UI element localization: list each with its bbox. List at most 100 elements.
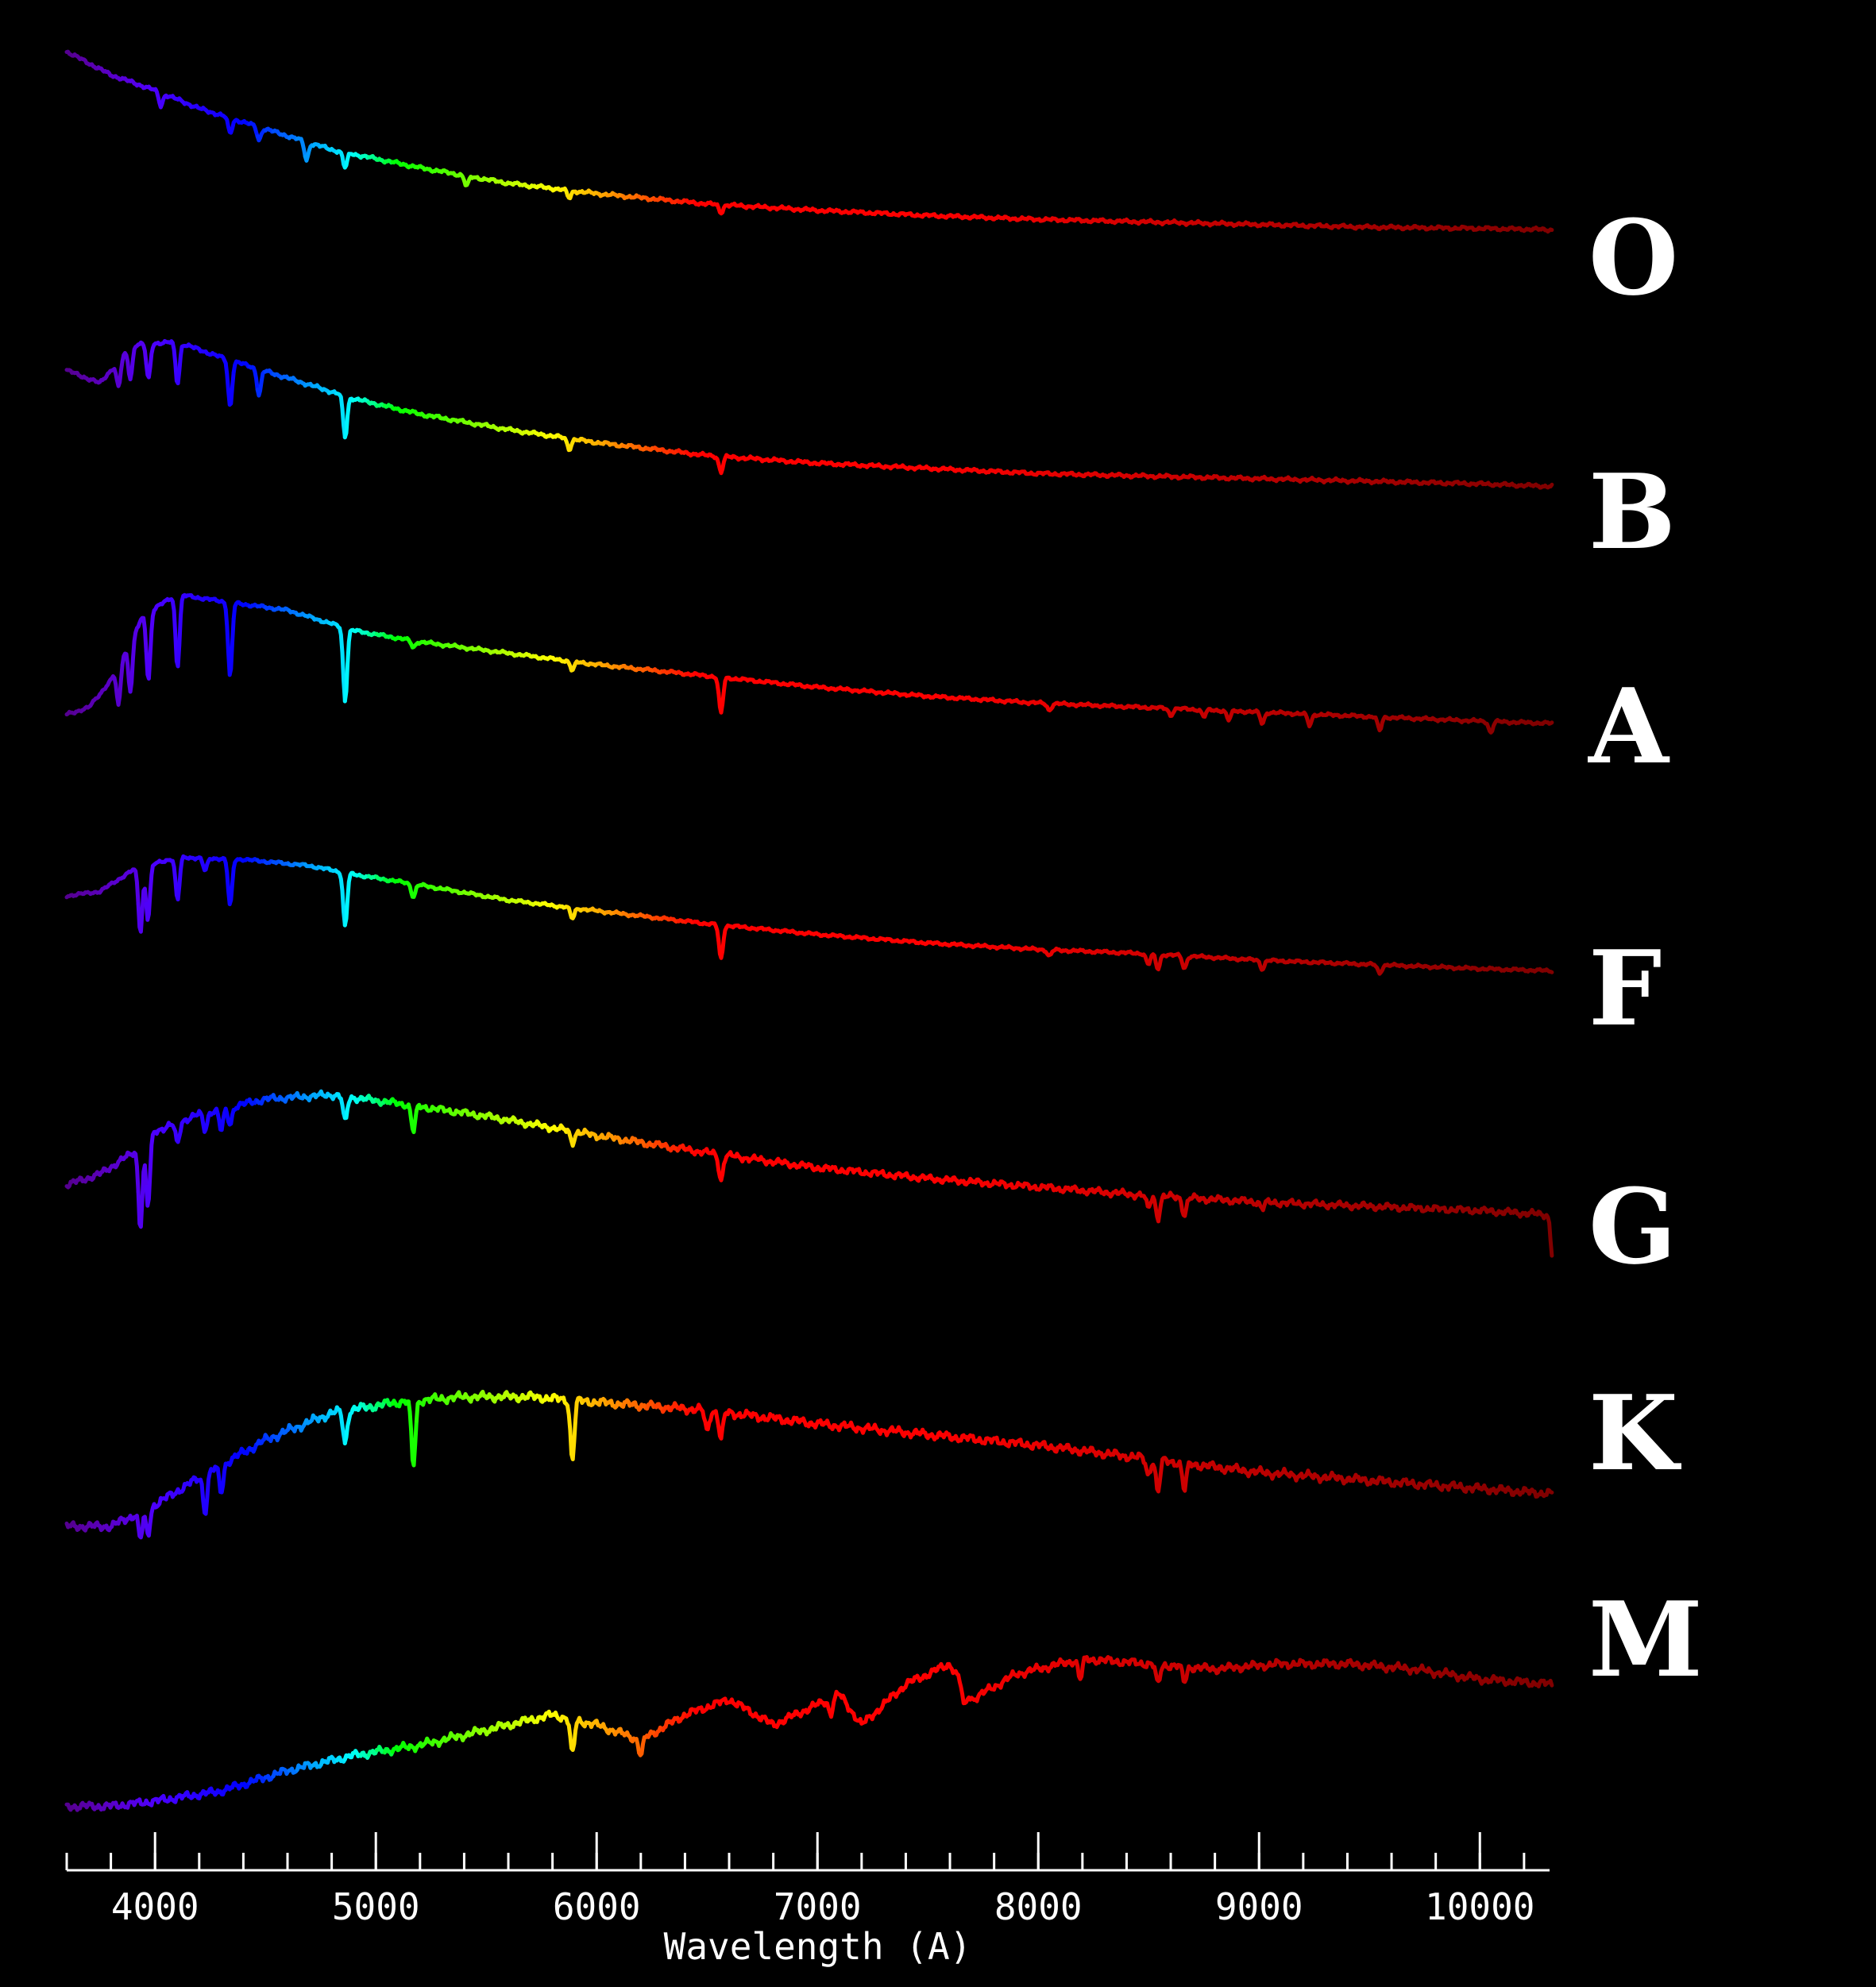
- spectrum-segment: [1272, 476, 1285, 484]
- spectrum-segment: [350, 1402, 363, 1412]
- spectrum-segment: [1185, 1664, 1198, 1674]
- spectrum-segment: [1504, 480, 1515, 488]
- series-b: [64, 338, 1554, 490]
- spectrum-segment: [788, 457, 801, 465]
- spectral-class-label-a: A: [1587, 666, 1670, 787]
- spectrum-segment: [271, 1767, 284, 1778]
- spectrum-segment: [144, 1130, 156, 1208]
- spectrum-segment: [255, 1433, 268, 1446]
- spectrum-segment: [144, 1502, 156, 1538]
- spectrum-segment: [1456, 1673, 1468, 1683]
- spectrum-segment: [295, 136, 307, 159]
- spectrum-segment: [382, 633, 395, 641]
- spectrum-segment: [1090, 1186, 1102, 1194]
- spectrum-segment: [1464, 1671, 1476, 1681]
- spectrum-segment: [836, 1420, 848, 1433]
- spectrum-segment: [485, 177, 498, 184]
- spectrum-segment: [1074, 1445, 1087, 1457]
- spectrum-segment: [621, 194, 634, 201]
- spectrum-segment: [1177, 1663, 1190, 1684]
- spectrum-segment: [581, 1720, 593, 1730]
- spectrum-segment: [311, 615, 323, 624]
- spectrum-segment: [1488, 1207, 1500, 1217]
- spectrum-segment: [955, 1433, 967, 1444]
- spectrum-segment: [851, 1711, 864, 1726]
- spectrum-segment: [342, 1094, 355, 1121]
- spectrum-segment: [979, 1179, 991, 1188]
- spectrum-segment: [390, 1399, 403, 1409]
- spectrum-segment: [1098, 1449, 1110, 1460]
- spectrum-segment: [764, 1159, 777, 1167]
- spectrum-segment: [573, 189, 585, 195]
- spectrum-segment: [247, 1774, 260, 1785]
- spectrum-segment: [350, 1094, 363, 1105]
- spectrum-segment: [1233, 1664, 1245, 1674]
- spectrum-segment: [1488, 1486, 1500, 1495]
- spectrum-segment: [334, 870, 347, 928]
- spectrum-segment: [1447, 1669, 1460, 1683]
- spectrum-segment: [1535, 1210, 1547, 1221]
- spectrum-segment: [1519, 1210, 1531, 1218]
- spectrum-segment: [406, 1102, 419, 1135]
- spectrum-segment: [334, 1405, 347, 1445]
- spectrum-segment: [764, 1717, 777, 1729]
- spectrum-segment: [295, 1421, 307, 1433]
- spectrum-segment: [454, 1733, 466, 1742]
- spectrum-segment: [1407, 1666, 1420, 1676]
- spectrum-segment: [1241, 1466, 1253, 1479]
- spectrum-segment: [1201, 1661, 1214, 1673]
- spectrum-segment: [1480, 480, 1492, 487]
- spectrum-segment: [469, 1110, 482, 1121]
- spectrum-segment: [326, 866, 339, 874]
- spectrum-segment: [191, 855, 204, 864]
- spectrum-segment: [390, 1745, 403, 1754]
- spectrum-segment: [550, 186, 562, 193]
- spectrum-segment: [883, 210, 896, 217]
- spectral-class-label-o: O: [1588, 197, 1678, 318]
- spectrum-segment: [1177, 1459, 1190, 1493]
- spectrum-segment: [1098, 1188, 1110, 1197]
- spectrum-segment: [120, 1514, 133, 1526]
- spectrum-segment: [207, 1106, 220, 1117]
- x-tick-label: 8000: [994, 1885, 1083, 1928]
- spectrum-segment: [152, 87, 164, 110]
- spectrum-segment: [526, 429, 538, 436]
- spectrum-segment: [899, 1677, 912, 1693]
- spectrum-segment: [716, 1155, 729, 1183]
- spectrum-segment: [96, 1166, 109, 1177]
- spectrum-segment: [1312, 1198, 1325, 1208]
- spectrum-segment: [669, 1715, 681, 1726]
- spectrum-segment: [907, 1673, 920, 1684]
- series-f: [64, 854, 1554, 976]
- spectrum-segment: [1328, 1200, 1341, 1210]
- spectrum-segment: [1407, 479, 1420, 485]
- spectrum-segment: [1256, 711, 1269, 726]
- spectrum-segment: [1423, 1204, 1436, 1213]
- spectrum-segment: [637, 1733, 650, 1757]
- spectrum-segment: [104, 674, 117, 689]
- spectrum-segment: [1153, 1192, 1166, 1224]
- spectrum-segment: [215, 353, 228, 365]
- spectrum-segment: [1280, 1466, 1293, 1479]
- spectrum-segment: [1336, 1199, 1349, 1209]
- spectrum-segment: [1050, 1184, 1063, 1194]
- spectrum-segment: [1209, 1665, 1222, 1676]
- spectrum-segment: [740, 1408, 753, 1419]
- spectrum-segment: [716, 925, 729, 960]
- spectrum-segment: [1376, 1661, 1388, 1674]
- spectrum-segment: [732, 1152, 745, 1163]
- spectrum-segment: [716, 676, 729, 715]
- spectrum-segment: [693, 1705, 705, 1715]
- spectrum-segment: [334, 623, 347, 704]
- spectrum-segment: [1145, 952, 1158, 966]
- spectrum-segment: [1496, 1483, 1507, 1494]
- spectrum-segment: [223, 861, 236, 907]
- spectrum-segment: [295, 379, 307, 388]
- spectrum-segment: [120, 651, 133, 694]
- spectrum-segment: [1002, 1669, 1015, 1683]
- spectrum-segment: [477, 422, 490, 428]
- x-tick-label: 7000: [774, 1885, 862, 1928]
- spectrum-segment: [828, 460, 840, 468]
- spectrum-segment: [406, 408, 419, 416]
